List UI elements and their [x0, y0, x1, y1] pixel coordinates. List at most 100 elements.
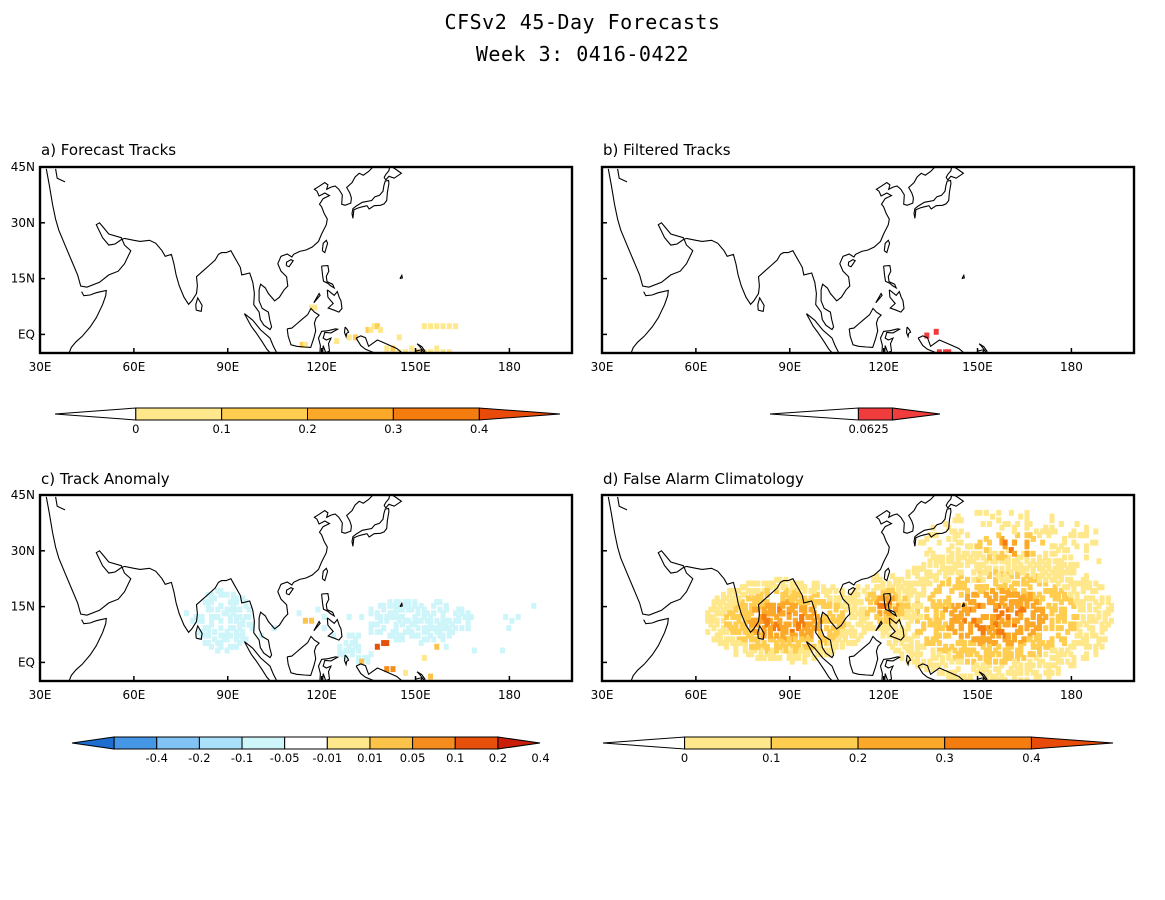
- data-cell: [933, 561, 939, 568]
- data-cell: [877, 576, 883, 583]
- data-cell: [368, 628, 374, 635]
- data-cell: [1105, 595, 1111, 602]
- data-cell: [1036, 532, 1042, 539]
- data-cell: [946, 632, 952, 639]
- data-cell: [1036, 647, 1042, 654]
- data-cell: [952, 584, 958, 591]
- data-cell: [799, 617, 805, 624]
- data-cell: [965, 561, 971, 568]
- data-cell: [374, 628, 380, 635]
- data-cell: [434, 617, 440, 624]
- data-cell: [889, 614, 895, 620]
- data-cell: [346, 643, 352, 650]
- colorbar-label: 0.4: [470, 422, 488, 436]
- data-cell: [905, 614, 911, 620]
- data-cell: [833, 640, 839, 647]
- data-cell: [745, 580, 751, 587]
- data-cell: [1018, 651, 1024, 658]
- colorbar-box: [198, 736, 243, 750]
- data-cell: [1002, 588, 1008, 594]
- map-area: [45, 495, 537, 681]
- data-cell: [774, 576, 780, 583]
- data-cell: [1040, 658, 1046, 665]
- data-cell: [440, 632, 446, 639]
- data-cell: [1036, 621, 1042, 628]
- data-cell: [936, 602, 942, 609]
- data-cell: [1062, 606, 1068, 613]
- data-cell: [839, 617, 845, 624]
- lon-label: 150E: [400, 688, 431, 702]
- data-cell: [714, 617, 720, 624]
- data-cell: [437, 628, 443, 635]
- data-cell: [883, 621, 889, 628]
- data-cell: [1055, 569, 1061, 576]
- coastline: [630, 617, 669, 681]
- data-cell: [230, 595, 236, 602]
- colorbar-label: 0.3: [936, 751, 954, 765]
- data-cell: [933, 621, 939, 628]
- data-cell: [1074, 640, 1080, 647]
- data-cell: [761, 606, 767, 613]
- data-cell: [871, 625, 877, 632]
- data-cell: [971, 550, 977, 557]
- data-cell: [833, 599, 839, 606]
- lat-label: 45N: [11, 160, 35, 174]
- data-cell: [802, 647, 808, 654]
- data-cell: [914, 606, 920, 613]
- data-cell: [933, 554, 939, 561]
- data-cell: [742, 584, 748, 591]
- data-cell: [905, 647, 911, 654]
- colorbar-label: 0.4: [531, 751, 549, 765]
- data-cell: [958, 614, 964, 620]
- data-cell: [965, 588, 971, 594]
- data-cell: [770, 606, 776, 613]
- data-cell: [1080, 580, 1086, 587]
- colorbar-label: 0.2: [849, 751, 867, 765]
- data-cell: [764, 602, 770, 609]
- coastline: [416, 343, 426, 353]
- data-cell: [1005, 640, 1011, 647]
- colorbar-left-arrow: [602, 736, 686, 750]
- data-cell: [933, 558, 939, 565]
- data-cell: [1065, 569, 1071, 576]
- data-cell: [302, 617, 308, 624]
- data-cell: [1024, 532, 1030, 539]
- data-cell: [1008, 666, 1014, 673]
- colorbar-label: 0.1: [762, 751, 780, 765]
- data-cell: [855, 636, 861, 643]
- data-cell: [999, 599, 1005, 606]
- data-cell: [1030, 643, 1036, 650]
- data-cell: [724, 643, 730, 650]
- data-cell: [1065, 647, 1071, 654]
- data-cell: [390, 614, 396, 620]
- data-cell: [902, 580, 908, 587]
- data-cell: [764, 617, 770, 624]
- data-cell: [880, 588, 886, 594]
- data-cell: [465, 610, 471, 617]
- data-cell: [977, 640, 983, 647]
- data-cell: [952, 673, 958, 680]
- data-cell: [1096, 640, 1102, 647]
- data-cell: [421, 625, 427, 632]
- data-cell: [905, 636, 911, 643]
- data-cell: [1087, 614, 1093, 620]
- data-cell: [1015, 647, 1021, 654]
- data-cell: [905, 602, 911, 609]
- data-cell: [752, 617, 758, 624]
- data-cell: [359, 658, 365, 665]
- data-cell: [1049, 543, 1055, 550]
- data-cell: [986, 628, 992, 635]
- data-cell: [1036, 640, 1042, 647]
- data-cell: [936, 558, 942, 565]
- lon-label: 30E: [29, 688, 52, 702]
- data-cell: [1036, 643, 1042, 650]
- data-cell: [745, 588, 751, 594]
- data-cell: [714, 606, 720, 613]
- data-cell: [356, 632, 362, 639]
- data-cell: [839, 614, 845, 620]
- data-cell: [993, 558, 999, 565]
- data-cell: [914, 640, 920, 647]
- data-cell: [755, 640, 761, 647]
- data-cell: [431, 602, 437, 609]
